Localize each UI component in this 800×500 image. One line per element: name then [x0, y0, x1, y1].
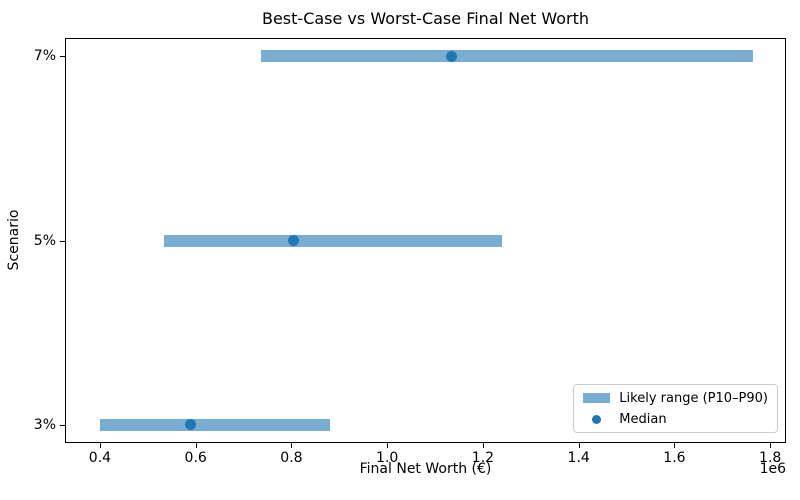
median-dot-5% — [288, 235, 300, 246]
range-bar-swatch — [583, 393, 611, 403]
x-tick-label-1.0: 1.0 — [376, 450, 399, 466]
x-tick-1.2 — [482, 443, 484, 448]
median-dot-marker-icon — [583, 411, 610, 427]
x-axis-offset-label: 1e6 — [759, 461, 786, 477]
y-axis-label: Scenario — [6, 209, 22, 271]
x-tick-1.6 — [674, 443, 676, 448]
y-tick-label-3%: 3% — [33, 416, 56, 433]
y-tick-3% — [60, 424, 65, 426]
median-dot-marker — [592, 414, 602, 424]
range-bar-5% — [163, 234, 503, 247]
legend-label-range: Likely range (P10–P90) — [619, 390, 768, 406]
range-bar-swatch-icon — [583, 390, 611, 406]
legend-entry-median: Median — [583, 411, 768, 427]
legend: Likely range (P10–P90) Median — [573, 384, 778, 433]
x-tick-label-1.2: 1.2 — [471, 450, 495, 466]
x-tick-0.4 — [99, 443, 101, 448]
x-tick-label-1.6: 1.6 — [663, 450, 686, 466]
x-tick-label-1.8: 1.8 — [759, 450, 782, 466]
x-tick-1.8 — [770, 443, 772, 448]
x-tick-label-0.6: 0.6 — [184, 450, 207, 466]
y-tick-label-5%: 5% — [33, 232, 56, 249]
chart-title: Best-Case vs Worst-Case Final Net Worth — [261, 9, 589, 28]
legend-label-median: Median — [619, 411, 667, 427]
x-tick-label-0.4: 0.4 — [88, 450, 112, 466]
x-tick-0.6 — [195, 443, 197, 448]
y-tick-5% — [60, 240, 65, 242]
range-bar-7% — [261, 50, 753, 63]
x-tick-label-0.8: 0.8 — [280, 450, 303, 466]
x-tick-label-1.4: 1.4 — [567, 450, 590, 466]
x-tick-1.4 — [578, 443, 580, 448]
x-tick-0.8 — [291, 443, 293, 448]
y-tick-7% — [60, 56, 65, 58]
range-bar-3% — [99, 418, 330, 431]
median-dot-3% — [185, 419, 197, 431]
y-tick-label-7%: 7% — [33, 48, 56, 65]
legend-entry-range: Likely range (P10–P90) — [583, 390, 768, 406]
x-axis-label: Final Net Worth (€) — [359, 461, 492, 477]
x-tick-1.0 — [387, 443, 389, 448]
median-dot-7% — [445, 50, 457, 62]
